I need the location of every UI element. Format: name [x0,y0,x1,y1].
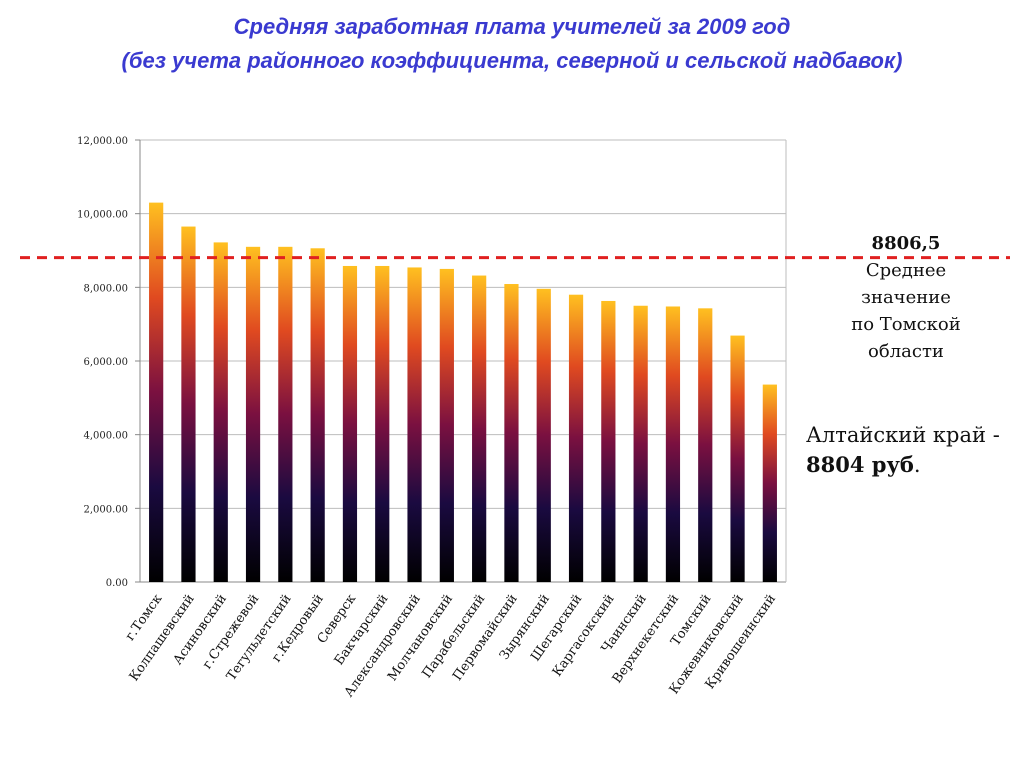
y-tick-label: 6,000.00 [83,357,128,368]
bar [407,267,422,582]
average-caption-line: значение [861,287,951,308]
bar [342,265,358,582]
bar [375,265,390,582]
bar [245,246,261,583]
bar [149,202,164,582]
bar [472,275,487,582]
bar [181,226,196,582]
altai-label: Алтайский край - [806,423,1000,447]
bar [310,248,325,583]
bar [504,284,519,582]
x-axis-labels: г.ТомскКолпашевскийАсиновскийг.Стрежевой… [123,592,779,700]
y-tick-label: 12,000.00 [77,136,128,147]
bar [601,300,616,582]
y-tick-label: 10,000.00 [77,210,128,221]
average-caption-line: области [868,341,944,362]
bar [278,246,293,583]
bar [439,268,454,582]
slide-title: Средняя заработная плата учителей за 200… [233,14,791,39]
altai-value: 8804 руб [806,452,914,477]
average-caption-line: Среднее [865,260,947,281]
bar [698,308,713,582]
bar [730,335,745,582]
bar [213,242,228,582]
y-tick-label: 8,000.00 [83,283,128,294]
y-axis-ticks: 0.00 2,000.00 4,000.00 6,000.00 8,000.00 10,0… [77,136,140,589]
bar [633,305,648,582]
y-tick-label: 4,000.00 [83,431,128,442]
slide-subtitle: (без учета районного коэффициента, север… [121,48,903,73]
average-caption-line: по Томской [851,314,961,335]
bar [536,288,551,582]
y-tick-label: 2,000.00 [83,504,128,515]
bar [762,384,777,582]
chart-gridlines [139,139,787,583]
y-tick-label: 0.00 [106,578,128,589]
chart-bars [149,202,777,583]
bar [665,306,681,582]
average-callout: 8806,5 Среднее значение по Томской облас… [820,230,992,365]
bar [568,294,584,582]
average-value: 8806,5 [871,233,941,254]
altai-suffix: . [913,453,921,477]
altai-comparison-note: Алтайский край - 8804 руб. [806,420,1016,480]
